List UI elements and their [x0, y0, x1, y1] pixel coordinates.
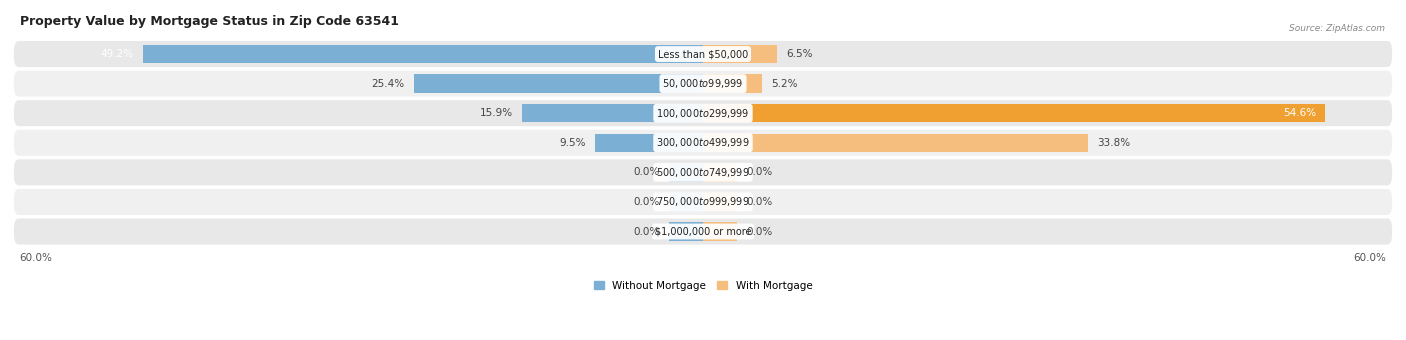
- FancyBboxPatch shape: [14, 159, 1392, 185]
- Text: 0.0%: 0.0%: [634, 197, 659, 207]
- Bar: [703, 104, 1324, 122]
- Bar: [703, 193, 737, 211]
- Bar: [703, 222, 737, 241]
- Text: 6.5%: 6.5%: [786, 49, 813, 59]
- FancyBboxPatch shape: [14, 130, 1392, 156]
- Text: 25.4%: 25.4%: [371, 79, 405, 89]
- Bar: [703, 45, 778, 63]
- Text: 0.0%: 0.0%: [747, 167, 772, 177]
- Text: 54.6%: 54.6%: [1282, 108, 1316, 118]
- Bar: [669, 163, 703, 182]
- Text: 60.0%: 60.0%: [20, 253, 52, 263]
- Text: 9.5%: 9.5%: [560, 138, 586, 148]
- Text: 0.0%: 0.0%: [747, 226, 772, 237]
- FancyBboxPatch shape: [14, 41, 1392, 67]
- Text: 33.8%: 33.8%: [1097, 138, 1130, 148]
- Bar: [595, 134, 703, 152]
- Text: $500,000 to $749,999: $500,000 to $749,999: [657, 166, 749, 179]
- Bar: [703, 134, 1088, 152]
- Text: 15.9%: 15.9%: [479, 108, 513, 118]
- Legend: Without Mortgage, With Mortgage: Without Mortgage, With Mortgage: [589, 277, 817, 295]
- Text: 5.2%: 5.2%: [772, 79, 797, 89]
- Text: 60.0%: 60.0%: [1354, 253, 1386, 263]
- Text: 0.0%: 0.0%: [634, 226, 659, 237]
- Text: Source: ZipAtlas.com: Source: ZipAtlas.com: [1289, 24, 1385, 33]
- Text: 49.2%: 49.2%: [100, 49, 134, 59]
- Bar: [413, 74, 703, 93]
- Bar: [703, 74, 762, 93]
- FancyBboxPatch shape: [14, 100, 1392, 126]
- Text: $300,000 to $499,999: $300,000 to $499,999: [657, 136, 749, 149]
- Text: Property Value by Mortgage Status in Zip Code 63541: Property Value by Mortgage Status in Zip…: [20, 15, 398, 28]
- Text: $50,000 to $99,999: $50,000 to $99,999: [662, 77, 744, 90]
- Text: $1,000,000 or more: $1,000,000 or more: [655, 226, 751, 237]
- Bar: [142, 45, 703, 63]
- Text: $750,000 to $999,999: $750,000 to $999,999: [657, 195, 749, 208]
- FancyBboxPatch shape: [14, 219, 1392, 244]
- Text: 0.0%: 0.0%: [747, 197, 772, 207]
- Bar: [669, 193, 703, 211]
- Text: 0.0%: 0.0%: [634, 167, 659, 177]
- Bar: [703, 163, 737, 182]
- Text: Less than $50,000: Less than $50,000: [658, 49, 748, 59]
- Text: $100,000 to $299,999: $100,000 to $299,999: [657, 107, 749, 120]
- Bar: [669, 222, 703, 241]
- Bar: [522, 104, 703, 122]
- FancyBboxPatch shape: [14, 71, 1392, 97]
- FancyBboxPatch shape: [14, 189, 1392, 215]
